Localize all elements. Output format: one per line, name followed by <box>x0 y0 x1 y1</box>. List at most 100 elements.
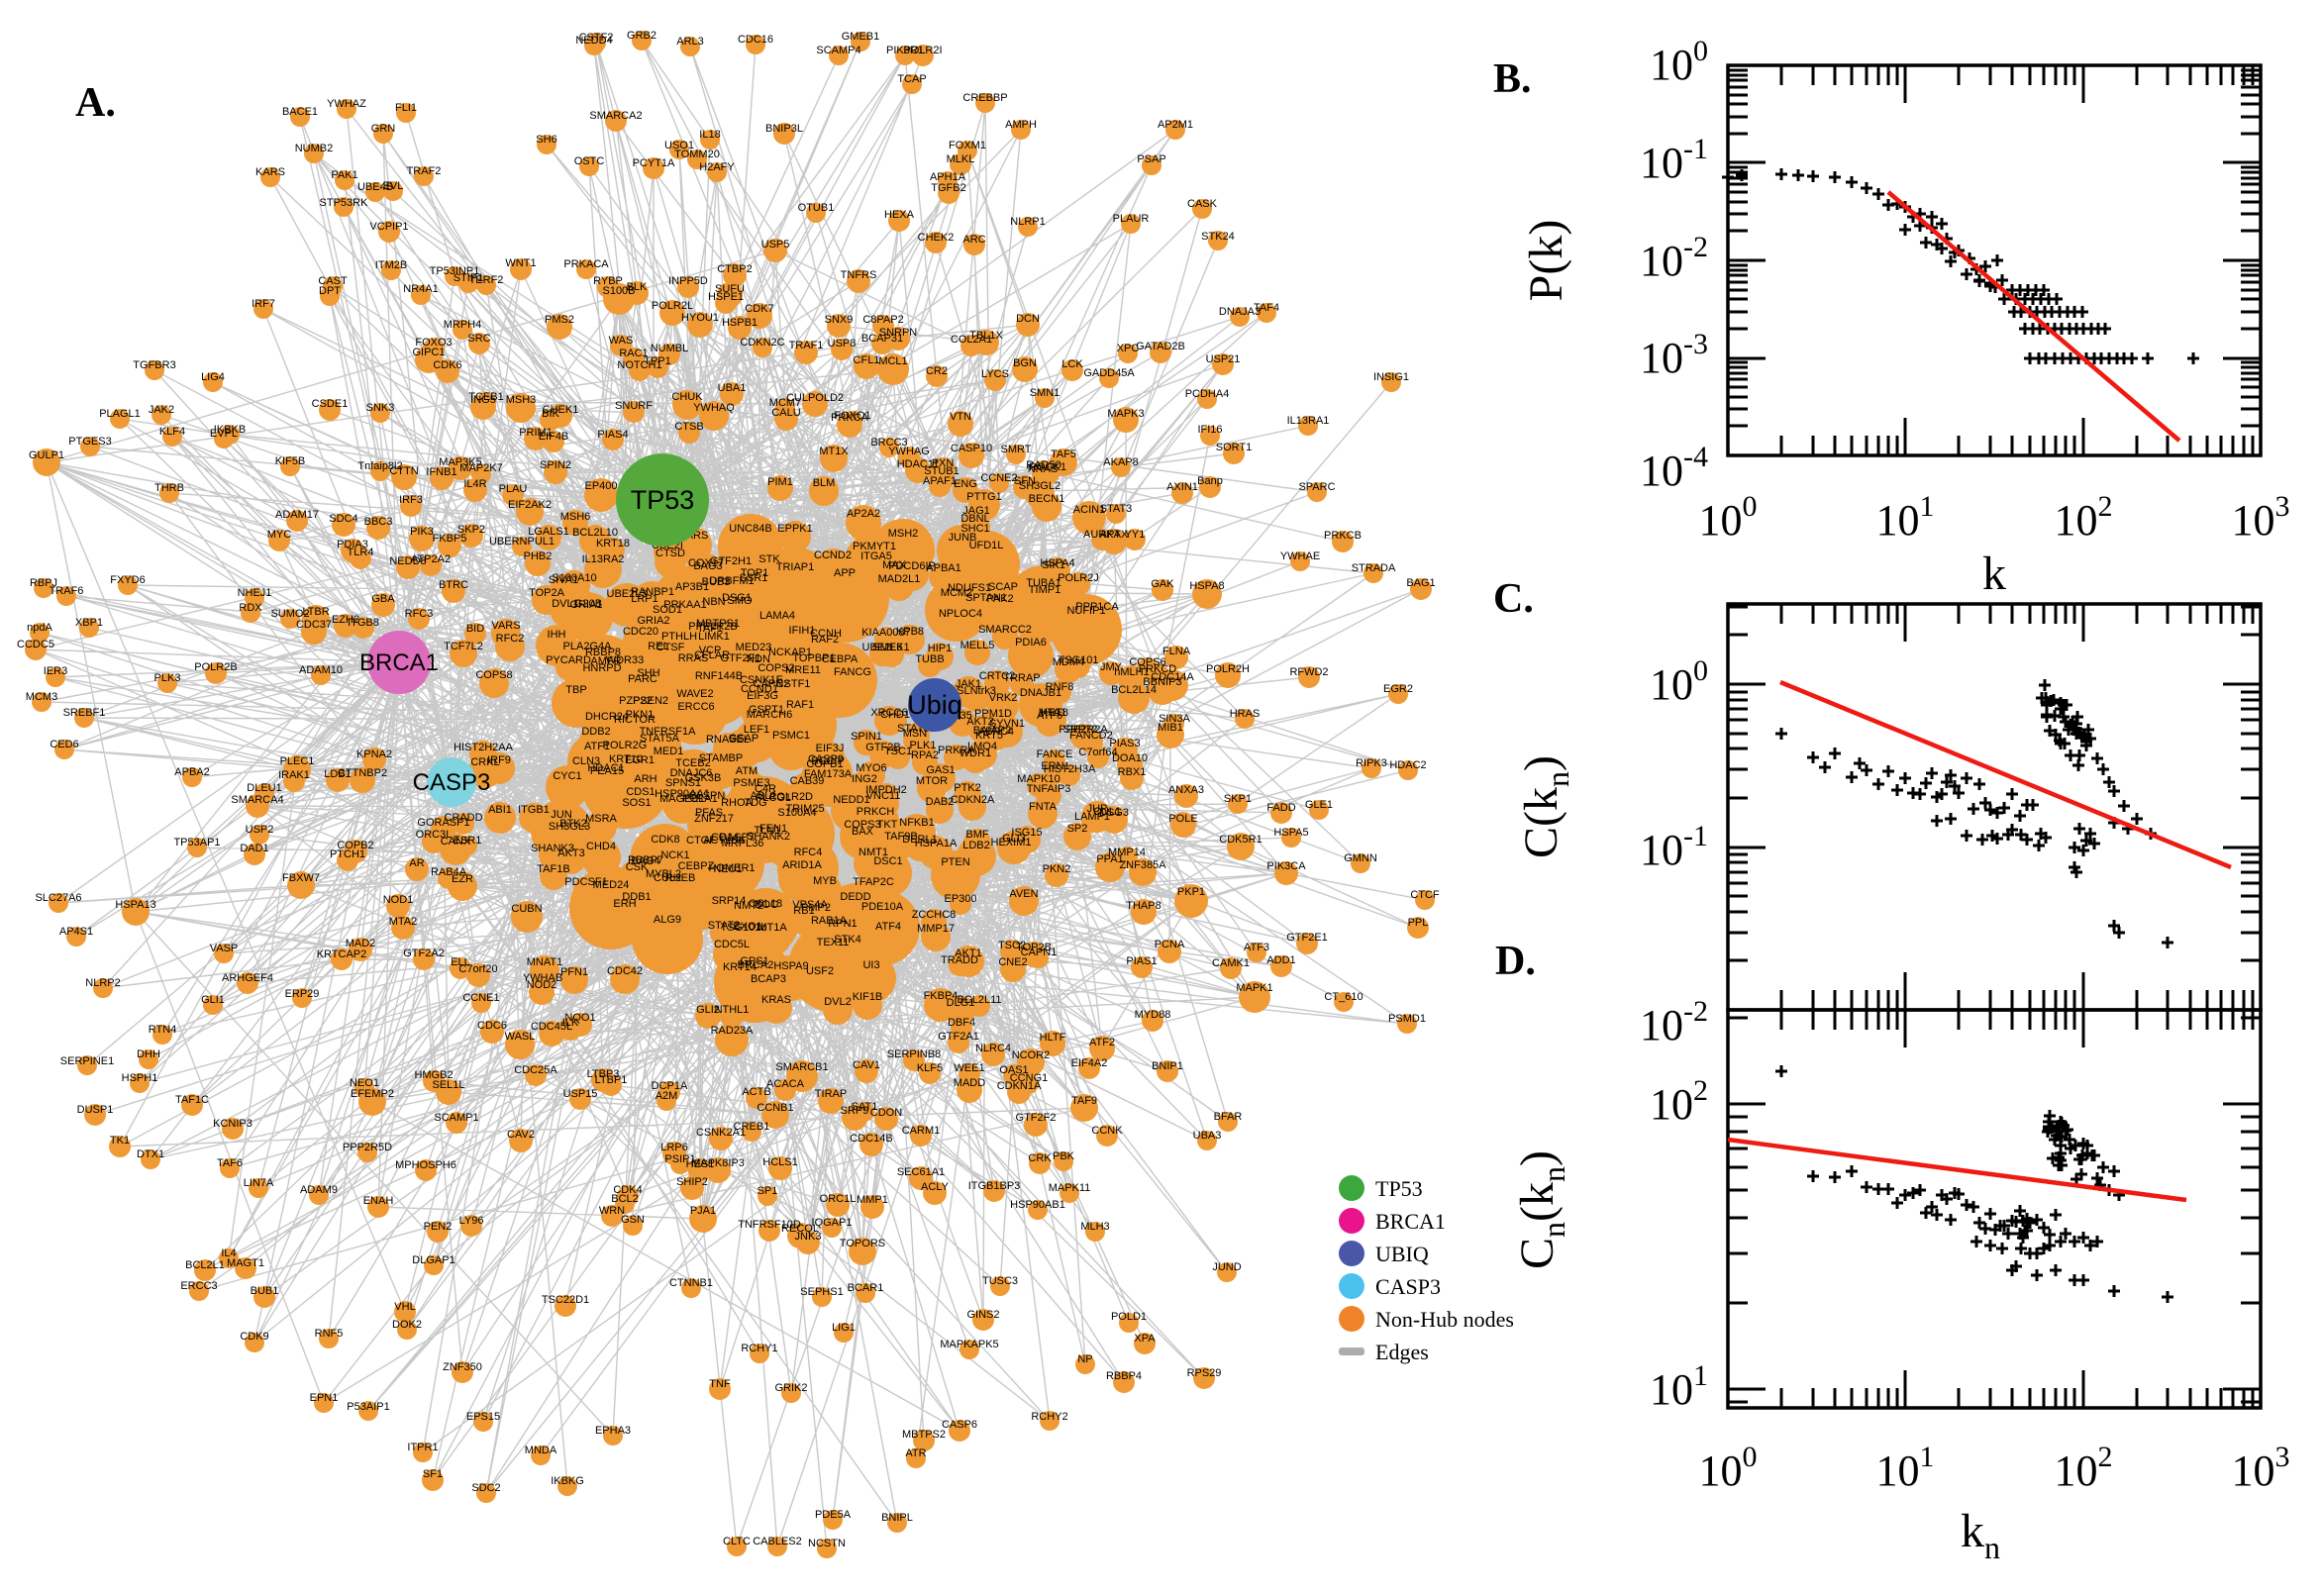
svg-text:ZNF350: ZNF350 <box>443 1361 482 1373</box>
svg-text:CD14: CD14 <box>711 832 739 844</box>
svg-text:AXIN1: AXIN1 <box>1166 481 1198 493</box>
svg-text:EIF3J: EIF3J <box>816 743 845 754</box>
svg-text:MSRA: MSRA <box>585 813 617 825</box>
svg-text:RECQL: RECQL <box>781 1223 819 1235</box>
svg-text:SKP1: SKP1 <box>1224 793 1252 805</box>
svg-text:D.: D. <box>1495 939 1536 984</box>
svg-text:UFD1L: UFD1L <box>969 540 1004 551</box>
svg-text:JAG1: JAG1 <box>962 505 990 517</box>
svg-text:SH3GL2: SH3GL2 <box>1019 480 1060 492</box>
svg-text:ADAM9: ADAM9 <box>300 1184 338 1196</box>
svg-text:TAF5: TAF5 <box>1051 449 1076 460</box>
svg-text:NLRP1: NLRP1 <box>1010 216 1045 228</box>
svg-text:BRCC3: BRCC3 <box>870 437 907 449</box>
svg-text:PTTG1: PTTG1 <box>966 491 1001 503</box>
svg-text:PAK1: PAK1 <box>331 169 357 181</box>
svg-text:BCL2: BCL2 <box>611 1193 639 1205</box>
svg-text:HDAC11: HDAC11 <box>897 458 940 470</box>
svg-text:SNX9: SNX9 <box>825 314 854 326</box>
svg-text:RAF1: RAF1 <box>786 699 814 711</box>
svg-text:RAF2: RAF2 <box>811 634 839 646</box>
svg-text:NUMBL: NUMBL <box>651 343 689 354</box>
svg-text:BRCA2: BRCA2 <box>738 959 774 971</box>
svg-text:SPNS1: SPNS1 <box>665 777 701 789</box>
svg-text:ING5: ING5 <box>470 394 496 406</box>
svg-text:RNF5: RNF5 <box>315 1328 344 1340</box>
svg-text:TPP1: TPP1 <box>644 355 671 367</box>
svg-text:DAD1: DAD1 <box>240 843 268 854</box>
svg-text:TNFRSF1A: TNFRSF1A <box>640 726 697 738</box>
svg-text:PKMYT1: PKMYT1 <box>853 541 896 552</box>
svg-text:C(kn): C(kn) <box>1515 755 1575 858</box>
svg-text:IFI16: IFI16 <box>1197 424 1222 436</box>
svg-text:VNC11: VNC11 <box>866 790 901 802</box>
svg-text:CASP10: CASP10 <box>951 443 992 454</box>
svg-text:MT1X: MT1X <box>819 446 849 457</box>
svg-text:SPIN1: SPIN1 <box>851 731 882 743</box>
svg-text:CAPN1: CAPN1 <box>1021 947 1058 958</box>
svg-text:ARL3: ARL3 <box>676 36 704 48</box>
svg-text:SCAMP4: SCAMP4 <box>816 45 860 56</box>
svg-text:TAF9: TAF9 <box>1071 1095 1097 1107</box>
svg-text:IRF3: IRF3 <box>399 494 423 506</box>
svg-text:CULPOLD2: CULPOLD2 <box>786 392 844 404</box>
svg-text:SKP2: SKP2 <box>457 524 485 536</box>
svg-text:STAMBP: STAMBP <box>699 752 743 764</box>
svg-text:UBA1: UBA1 <box>718 382 747 394</box>
svg-text:TRRAP: TRRAP <box>1003 672 1040 684</box>
svg-text:Banp: Banp <box>1197 475 1223 487</box>
svg-text:PRKACA: PRKACA <box>563 258 609 270</box>
svg-text:RBBP7: RBBP7 <box>628 854 663 866</box>
svg-text:EP300: EP300 <box>944 893 976 905</box>
svg-text:APAF1: APAF1 <box>923 475 957 487</box>
svg-text:TOP2B: TOP2B <box>1016 942 1052 953</box>
svg-text:PDCD6IP: PDCD6IP <box>888 560 936 572</box>
svg-text:ZNF385A: ZNF385A <box>1119 859 1166 871</box>
svg-text:MELL5: MELL5 <box>960 640 995 651</box>
svg-text:DEDD: DEDD <box>840 891 870 903</box>
svg-text:XBP1: XBP1 <box>75 617 103 629</box>
svg-text:TGFB2: TGFB2 <box>931 182 965 194</box>
svg-text:RAC1: RAC1 <box>619 348 648 359</box>
svg-text:GTF2A2: GTF2A2 <box>403 948 445 959</box>
svg-text:MED23: MED23 <box>736 642 772 653</box>
svg-text:CAV1: CAV1 <box>853 1059 880 1071</box>
svg-text:PIK3R1: PIK3R1 <box>886 45 924 56</box>
svg-text:PIM1: PIM1 <box>767 476 793 488</box>
svg-text:DOA10: DOA10 <box>1112 752 1148 764</box>
svg-text:STK4: STK4 <box>834 934 861 946</box>
svg-text:GMEB1: GMEB1 <box>842 31 880 43</box>
svg-text:POLA1: POLA1 <box>682 793 717 805</box>
svg-text:BMF: BMF <box>965 829 989 841</box>
svg-text:COL2A1: COL2A1 <box>951 334 992 346</box>
svg-text:PTGES3: PTGES3 <box>68 436 111 448</box>
svg-text:PCYT1A: PCYT1A <box>633 157 675 169</box>
svg-text:OSTC: OSTC <box>574 155 605 167</box>
svg-text:HNRPD: HNRPD <box>582 662 621 674</box>
svg-text:VHL: VHL <box>394 1301 415 1313</box>
svg-text:CHEK2: CHEK2 <box>918 232 955 244</box>
svg-text:IQGAP1: IQGAP1 <box>812 1217 853 1229</box>
svg-text:EZR: EZR <box>452 873 473 885</box>
svg-text:BGN: BGN <box>1013 357 1037 369</box>
svg-text:HES1: HES1 <box>686 1158 715 1170</box>
svg-text:USF2: USF2 <box>806 965 834 977</box>
svg-text:B.: B. <box>1493 56 1532 102</box>
svg-text:XPC: XPC <box>1117 343 1140 354</box>
svg-text:EZH2: EZH2 <box>332 614 359 626</box>
svg-text:SNRPN: SNRPN <box>879 327 918 339</box>
svg-text:WEE1: WEE1 <box>954 1062 984 1074</box>
svg-text:NEDD8: NEDD8 <box>389 555 426 567</box>
svg-text:NOD2: NOD2 <box>527 979 557 991</box>
svg-text:DBNL: DBNL <box>960 513 989 525</box>
svg-text:BUB1: BUB1 <box>251 1285 279 1297</box>
svg-text:MAX: MAX <box>882 559 907 571</box>
svg-text:JNK3: JNK3 <box>795 1231 822 1243</box>
svg-text:KRT18: KRT18 <box>596 538 630 549</box>
svg-text:DLGAP1: DLGAP1 <box>412 1254 454 1266</box>
svg-text:SMRT: SMRT <box>1001 444 1032 455</box>
svg-text:BAX: BAX <box>852 826 874 838</box>
svg-text:WASL: WASL <box>505 1031 536 1043</box>
svg-text:ZNF217: ZNF217 <box>694 813 734 825</box>
svg-text:COPS3: COPS3 <box>844 819 880 831</box>
